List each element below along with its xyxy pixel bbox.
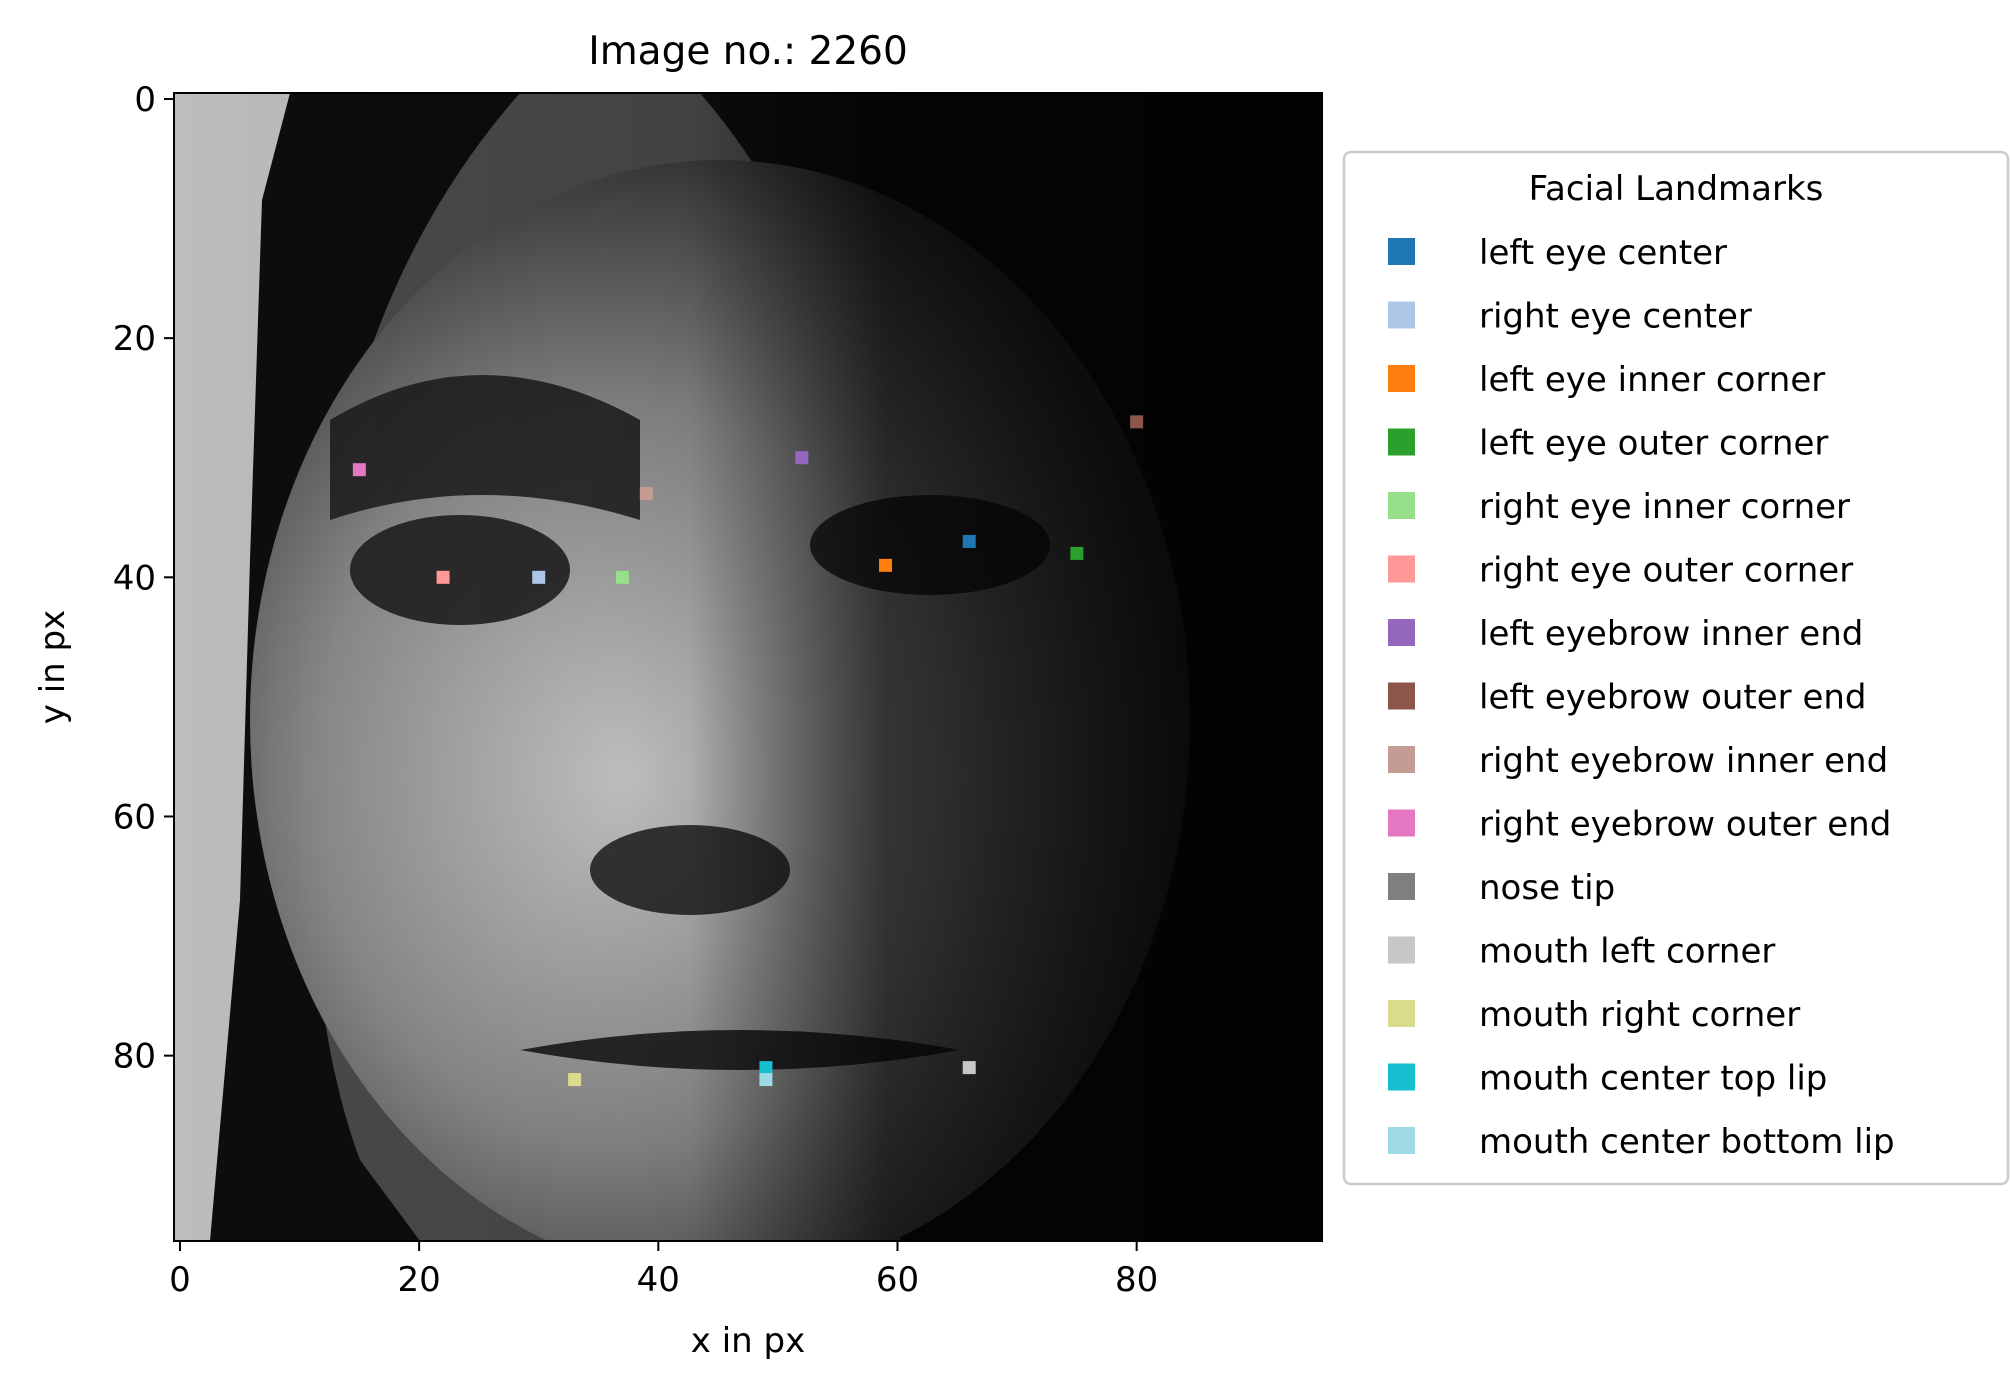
y-axis-label: y in px	[33, 610, 73, 724]
legend-item: left eyebrow outer end	[1388, 678, 1867, 718]
landmark-marker	[795, 451, 809, 465]
legend-label: mouth center bottom lip	[1479, 1122, 1895, 1162]
legend-item: mouth left corner	[1388, 932, 1775, 972]
legend-label: left eyebrow inner end	[1479, 614, 1863, 654]
legend-label: left eyebrow outer end	[1479, 678, 1867, 718]
landmark-marker	[568, 1073, 582, 1087]
legend-swatch	[1388, 809, 1415, 837]
landmark-marker	[1130, 415, 1144, 429]
landmark-marker	[436, 570, 450, 584]
chart-title: Image no.: 2260	[588, 29, 908, 74]
legend-items: left eye center right eye center left eye …	[1388, 233, 1895, 1162]
legend-swatch	[1388, 1000, 1415, 1027]
landmark-marker	[1070, 546, 1084, 560]
legend: Facial Landmarks left eye center right ey…	[1342, 150, 2010, 1186]
y-axis-ticks: 0 20 40 60 80	[113, 80, 174, 1077]
legend-item: left eyebrow inner end	[1388, 614, 1863, 654]
legend-item: left eye center	[1388, 233, 1727, 273]
y-tick-label: 80	[113, 1037, 156, 1077]
landmark-markers	[352, 415, 1144, 1087]
landmark-marker	[962, 1061, 976, 1075]
landmark-marker	[759, 1073, 773, 1087]
x-tick-label: 0	[169, 1260, 191, 1300]
legend-item: mouth center bottom lip	[1388, 1122, 1895, 1162]
legend-label: right eyebrow outer end	[1479, 805, 1891, 845]
y-tick-label: 40	[113, 558, 156, 598]
landmark-marker	[962, 534, 976, 548]
landmark-marker	[639, 487, 653, 501]
legend-item: right eye center	[1388, 297, 1752, 337]
x-tick-label: 80	[1115, 1260, 1158, 1300]
legend-label: right eye center	[1479, 297, 1752, 337]
legend-label: mouth center top lip	[1479, 1059, 1827, 1099]
legend-item: nose tip	[1388, 868, 1615, 908]
legend-swatch	[1388, 1127, 1415, 1154]
legend-label: mouth right corner	[1479, 995, 1800, 1035]
landmark-marker	[532, 570, 546, 584]
legend-swatch	[1388, 746, 1415, 773]
legend-swatch	[1388, 365, 1415, 392]
legend-label: right eyebrow inner end	[1479, 741, 1888, 781]
y-tick-label: 60	[113, 797, 156, 837]
legend-label: left eye inner corner	[1479, 360, 1825, 400]
legend-swatch	[1388, 1063, 1415, 1091]
legend-item: right eye outer corner	[1388, 551, 1853, 591]
x-tick-label: 20	[398, 1260, 441, 1300]
legend-item: mouth center top lip	[1388, 1059, 1827, 1099]
legend-item: left eye outer corner	[1388, 424, 1828, 464]
landmark-marker	[352, 463, 366, 477]
legend-label: nose tip	[1479, 868, 1615, 908]
legend-label: left eye center	[1479, 233, 1727, 273]
legend-label: right eye outer corner	[1479, 551, 1853, 591]
y-tick-label: 20	[113, 319, 156, 359]
axes-frame	[173, 92, 1323, 1242]
legend-swatch	[1388, 682, 1415, 710]
legend-item: left eye inner corner	[1388, 360, 1825, 400]
legend-item: right eyebrow inner end	[1388, 741, 1888, 781]
legend-swatch	[1388, 301, 1415, 329]
legend-title: Facial Landmarks	[1529, 169, 1824, 209]
y-tick-label: 0	[134, 80, 156, 120]
x-tick-label: 40	[637, 1260, 680, 1300]
x-axis-label: x in px	[691, 1321, 805, 1361]
legend-box	[1342, 150, 2010, 1186]
landmark-marker	[759, 1061, 773, 1075]
legend-swatch	[1388, 619, 1415, 646]
landmark-marker	[879, 558, 893, 572]
legend-swatch	[1388, 873, 1415, 900]
landmark-marker	[615, 570, 629, 584]
legend-item: right eyebrow outer end	[1388, 805, 1891, 845]
face-image	[174, 93, 1322, 1241]
legend-label: mouth left corner	[1479, 932, 1775, 972]
legend-item: mouth right corner	[1388, 995, 1800, 1035]
x-tick-label: 60	[876, 1260, 919, 1300]
legend-label: right eye inner corner	[1479, 487, 1850, 527]
legend-swatch	[1388, 428, 1415, 456]
x-axis-ticks: 0 20 40 60 80	[169, 1241, 1158, 1300]
legend-label: left eye outer corner	[1479, 424, 1828, 464]
legend-swatch	[1388, 555, 1415, 583]
legend-item: right eye inner corner	[1388, 487, 1850, 527]
legend-swatch	[1388, 238, 1415, 265]
legend-swatch	[1388, 936, 1415, 964]
legend-swatch	[1388, 492, 1415, 519]
